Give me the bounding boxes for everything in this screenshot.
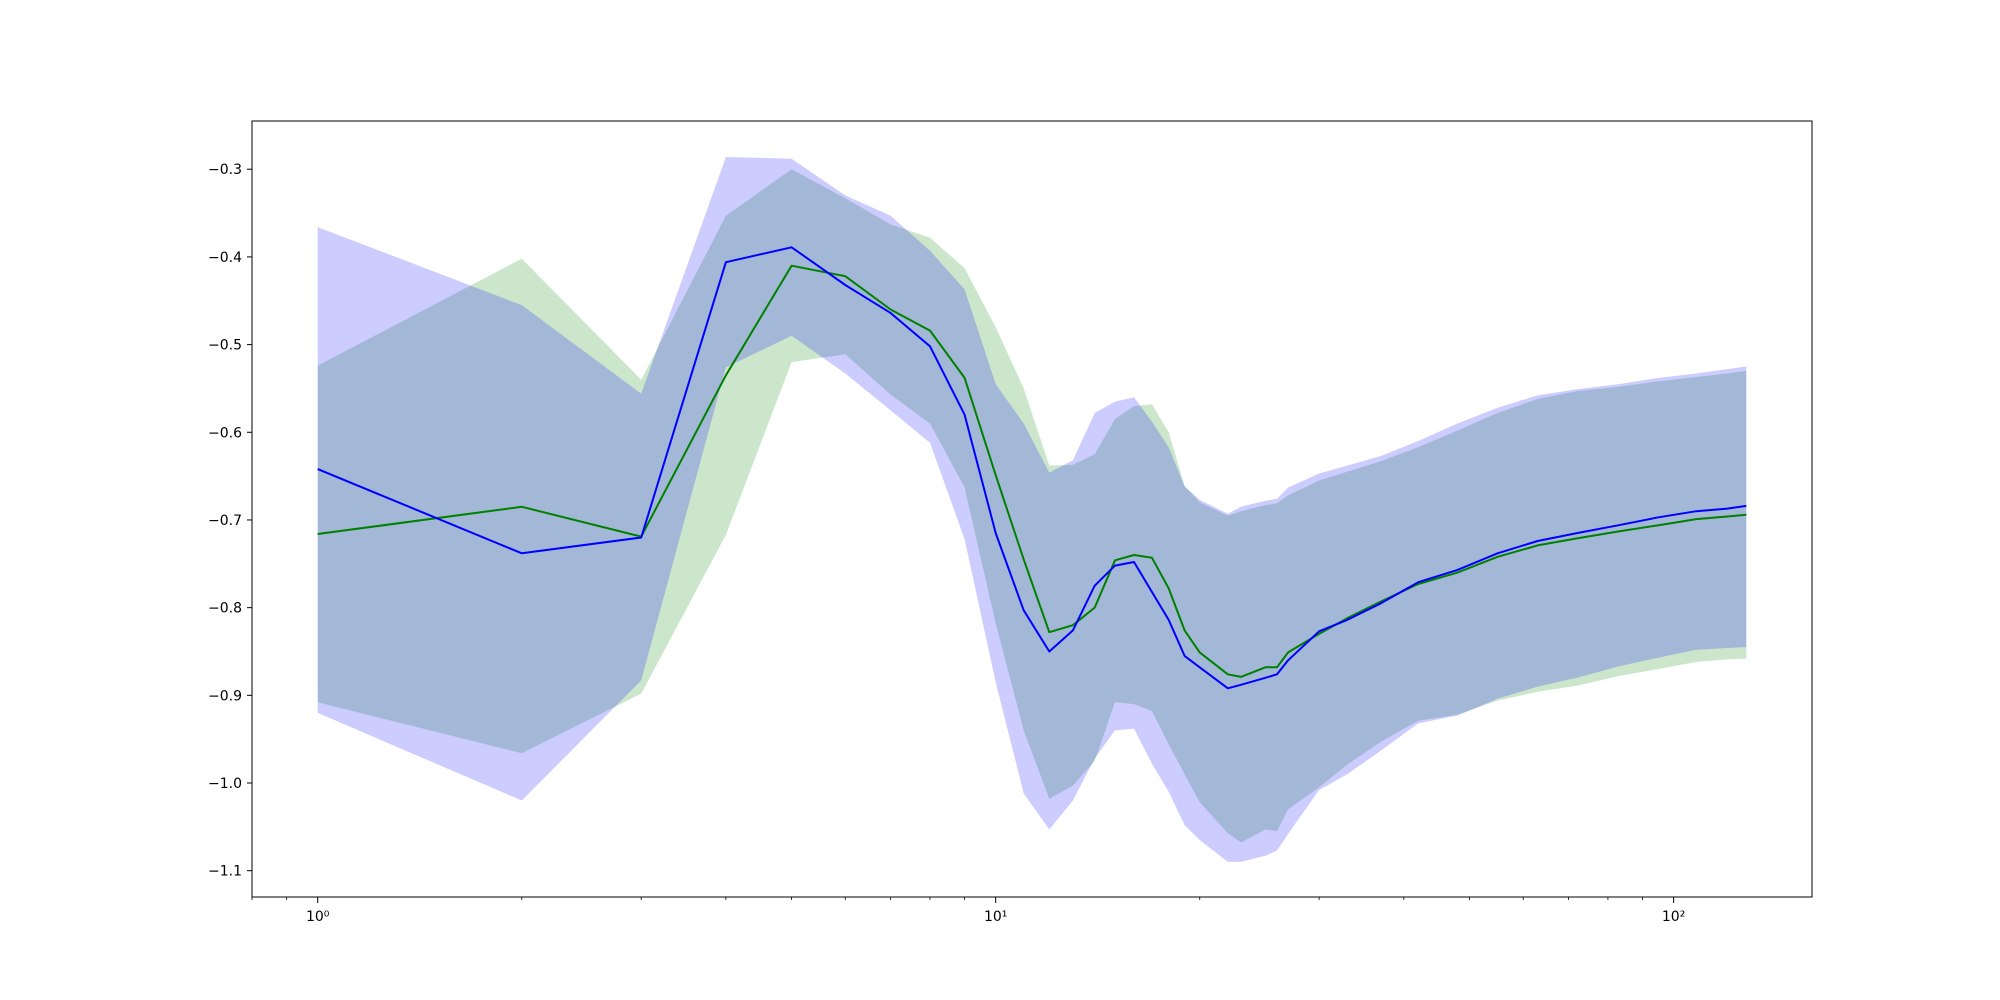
- x-tick-label: 10⁰: [306, 909, 330, 925]
- y-tick-label: −0.7: [208, 513, 242, 529]
- y-tick-label: −1.1: [208, 864, 242, 880]
- confidence-bands: [317, 157, 1747, 862]
- y-tick-label: −0.6: [208, 425, 242, 441]
- y-axis: −1.1 −1.0 −0.9 −0.8 −0.7 −0.6 −0.5 −0.4 −0.3: [208, 162, 252, 880]
- axes-frame: [251, 120, 1813, 898]
- y-tick-label: −0.8: [208, 601, 242, 617]
- x-axis: 10⁰ 10¹ 10²: [251, 897, 1685, 925]
- series-2-band: [317, 157, 1747, 862]
- y-tick-label: −0.4: [208, 250, 242, 266]
- series-lines: [317, 246, 1747, 690]
- series-1-line: [317, 264, 1747, 678]
- y-tick-label: −0.3: [208, 162, 242, 178]
- x-tick-label: 10¹: [984, 909, 1007, 925]
- y-tick-label: −0.9: [208, 688, 242, 704]
- series-1-band: [317, 169, 1747, 843]
- y-tick-label: −0.5: [208, 338, 242, 354]
- series-2-line: [317, 246, 1747, 690]
- x-tick-label: 10²: [1662, 909, 1685, 925]
- y-tick-label: −1.0: [208, 776, 242, 792]
